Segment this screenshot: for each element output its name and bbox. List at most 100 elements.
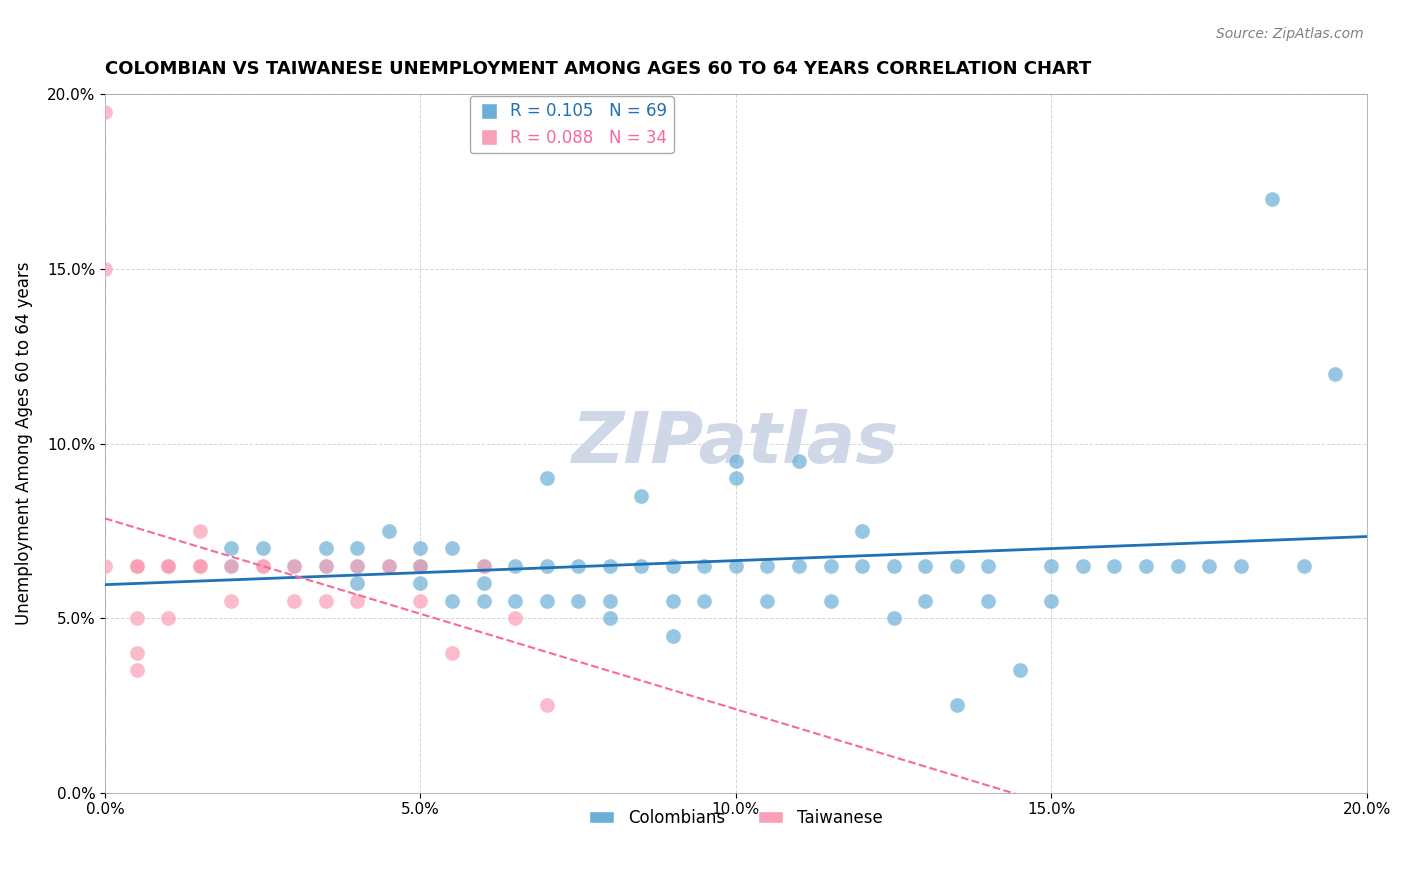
Colombians (630, 558, 652, 573)
Colombians (472, 576, 495, 591)
Text: COLOMBIAN VS TAIWANESE UNEMPLOYMENT AMONG AGES 60 TO 64 YEARS CORRELATION CHART: COLOMBIAN VS TAIWANESE UNEMPLOYMENT AMON… (105, 60, 1091, 78)
Colombians (409, 558, 432, 573)
Colombians (378, 558, 401, 573)
Taiwanese (125, 558, 148, 573)
Colombians (883, 611, 905, 625)
Taiwanese (188, 558, 211, 573)
Taiwanese (94, 558, 117, 573)
Colombians (409, 576, 432, 591)
Taiwanese (378, 558, 401, 573)
Taiwanese (283, 558, 305, 573)
Colombians (315, 558, 337, 573)
Colombians (820, 593, 842, 607)
Colombians (1135, 558, 1157, 573)
Colombians (472, 593, 495, 607)
Taiwanese (125, 611, 148, 625)
Colombians (599, 558, 621, 573)
Text: ZIPatlas: ZIPatlas (572, 409, 900, 478)
Colombians (787, 454, 810, 468)
Taiwanese (315, 593, 337, 607)
Colombians (787, 558, 810, 573)
Taiwanese (219, 558, 242, 573)
Text: Source: ZipAtlas.com: Source: ZipAtlas.com (1216, 27, 1364, 41)
Taiwanese (188, 558, 211, 573)
Colombians (219, 558, 242, 573)
Colombians (503, 558, 526, 573)
Taiwanese (125, 558, 148, 573)
Colombians (945, 698, 967, 713)
Colombians (409, 558, 432, 573)
Taiwanese (346, 593, 368, 607)
Colombians (851, 558, 873, 573)
Taiwanese (157, 558, 180, 573)
Colombians (977, 593, 1000, 607)
Taiwanese (125, 646, 148, 660)
Colombians (724, 471, 747, 485)
Taiwanese (409, 593, 432, 607)
Taiwanese (440, 646, 463, 660)
Colombians (1292, 558, 1315, 573)
Taiwanese (252, 558, 274, 573)
Taiwanese (472, 558, 495, 573)
Colombians (630, 489, 652, 503)
Y-axis label: Unemployment Among Ages 60 to 64 years: Unemployment Among Ages 60 to 64 years (15, 261, 32, 625)
Colombians (945, 558, 967, 573)
Colombians (440, 593, 463, 607)
Colombians (662, 593, 685, 607)
Taiwanese (315, 558, 337, 573)
Colombians (346, 576, 368, 591)
Taiwanese (125, 664, 148, 678)
Colombians (662, 558, 685, 573)
Taiwanese (94, 262, 117, 277)
Colombians (1104, 558, 1126, 573)
Colombians (662, 629, 685, 643)
Colombians (346, 558, 368, 573)
Colombians (409, 541, 432, 556)
Legend: Colombians, Taiwanese: Colombians, Taiwanese (583, 802, 889, 833)
Colombians (1198, 558, 1220, 573)
Colombians (1040, 558, 1063, 573)
Taiwanese (283, 593, 305, 607)
Colombians (346, 541, 368, 556)
Colombians (820, 558, 842, 573)
Colombians (536, 471, 558, 485)
Colombians (756, 593, 779, 607)
Colombians (977, 558, 1000, 573)
Taiwanese (219, 593, 242, 607)
Colombians (536, 558, 558, 573)
Colombians (1229, 558, 1251, 573)
Taiwanese (157, 558, 180, 573)
Colombians (378, 524, 401, 538)
Colombians (693, 558, 716, 573)
Colombians (157, 558, 180, 573)
Colombians (1324, 367, 1347, 381)
Taiwanese (188, 558, 211, 573)
Taiwanese (157, 558, 180, 573)
Colombians (283, 558, 305, 573)
Colombians (599, 593, 621, 607)
Colombians (724, 558, 747, 573)
Colombians (567, 593, 589, 607)
Colombians (883, 558, 905, 573)
Colombians (1167, 558, 1189, 573)
Colombians (219, 541, 242, 556)
Taiwanese (536, 698, 558, 713)
Colombians (1071, 558, 1094, 573)
Colombians (440, 541, 463, 556)
Taiwanese (94, 104, 117, 119)
Colombians (567, 558, 589, 573)
Colombians (1040, 593, 1063, 607)
Colombians (756, 558, 779, 573)
Colombians (914, 558, 936, 573)
Colombians (536, 593, 558, 607)
Colombians (1261, 192, 1284, 206)
Taiwanese (409, 558, 432, 573)
Taiwanese (157, 611, 180, 625)
Colombians (1008, 664, 1031, 678)
Colombians (503, 593, 526, 607)
Colombians (914, 593, 936, 607)
Colombians (472, 558, 495, 573)
Taiwanese (125, 558, 148, 573)
Taiwanese (503, 611, 526, 625)
Colombians (851, 524, 873, 538)
